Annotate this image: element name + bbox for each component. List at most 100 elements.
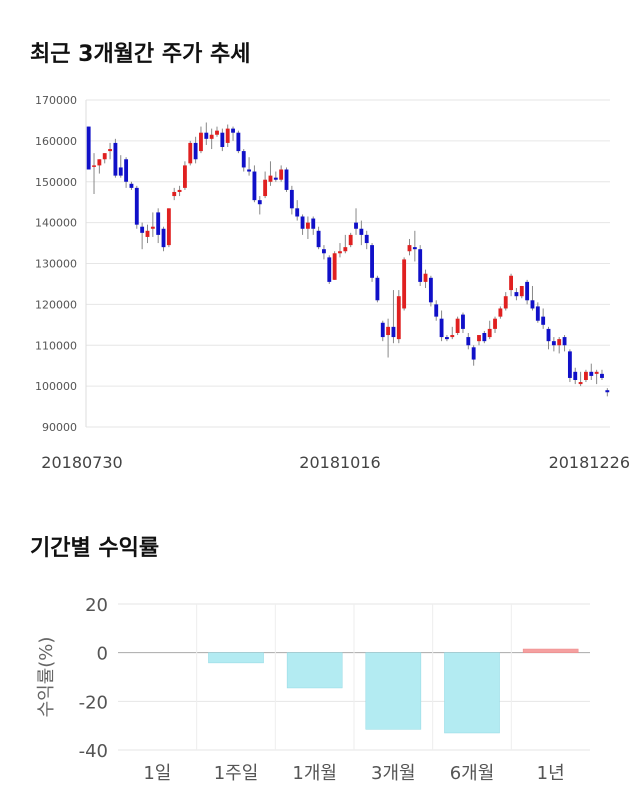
price-y-tick-label: 100000 (35, 380, 77, 393)
price-y-tick-label: 150000 (35, 176, 77, 189)
price-x-date-label: 20181226 (549, 453, 630, 472)
candle-up (584, 371, 588, 380)
candle-up (182, 165, 187, 188)
candle-down (161, 228, 166, 248)
candle-down (546, 328, 551, 342)
price-x-date-label: 20181016 (299, 453, 380, 472)
returns-category-label: 1주일 (214, 763, 259, 784)
candle-up (503, 296, 508, 309)
candle-up (305, 222, 310, 229)
candle-up (166, 208, 171, 246)
candle-up (477, 335, 481, 342)
candle-down (551, 341, 556, 346)
candle-down (525, 281, 530, 301)
returns-category-label: 1개월 (292, 763, 337, 784)
candle-up (509, 275, 514, 291)
returns-category-label: 3개월 (371, 763, 416, 784)
candle-down (380, 322, 385, 338)
candle-up (102, 153, 107, 160)
candle-down (600, 373, 604, 378)
candle-down (530, 300, 535, 309)
candle-down (359, 228, 364, 235)
candle-up (263, 179, 268, 197)
candle-down (412, 247, 417, 250)
returns-category-label: 1년 (537, 763, 565, 784)
period-returns-bar-chart: -40 -20 0 20 1일 1주일 1개월 3개월 6개월 1년 수익률(%) (36, 595, 590, 784)
candle-down (466, 337, 471, 346)
candle-up (225, 128, 230, 143)
candle-down (86, 126, 91, 170)
candle-down (257, 200, 262, 205)
returns-bar (286, 652, 343, 689)
candle-down (284, 169, 289, 190)
candle-up (108, 149, 112, 152)
price-y-tick-label: 170000 (35, 94, 77, 107)
candle-up (188, 142, 193, 164)
returns-y-tick-label: 0 (97, 644, 108, 665)
price-trend-title: 최근 3개월간 주가 추세 (30, 42, 251, 67)
candle-down (316, 230, 321, 248)
candle-down (541, 316, 546, 325)
candle-down (300, 216, 305, 229)
candle-down (434, 304, 439, 317)
candle-down (375, 277, 380, 301)
candle-up (594, 371, 599, 374)
price-y-tick-label: 110000 (35, 339, 77, 352)
candle-up (386, 326, 391, 336)
candle-down (562, 337, 567, 346)
candle-down (247, 169, 252, 172)
candle-down (124, 159, 129, 182)
candle-down (129, 183, 134, 188)
candle-up (343, 247, 348, 252)
candle-up (209, 134, 214, 139)
returns-bar (365, 652, 422, 730)
candle-up (578, 382, 583, 385)
price-x-date-label: 20180730 (41, 453, 122, 472)
price-candlestick-chart: 90000 100000 110000 120000 130000 140000 15000… (35, 94, 630, 472)
candle-down (535, 306, 540, 321)
candle-up (332, 253, 337, 280)
candle-down (252, 171, 257, 201)
candle-up (519, 285, 524, 297)
candle-up (279, 169, 284, 180)
candle-down (391, 326, 396, 338)
candle-up (423, 273, 428, 282)
candle-up (348, 234, 353, 246)
candle-down (236, 132, 241, 152)
candle-up (402, 259, 407, 309)
candle-up (215, 130, 219, 135)
period-returns-title: 기간별 수익률 (30, 536, 160, 561)
price-y-tick-label: 130000 (35, 258, 77, 271)
candle-up (450, 335, 455, 338)
returns-y-tick-label: 20 (85, 595, 108, 616)
returns-bar (208, 652, 264, 664)
candle-down (193, 142, 198, 160)
returns-y-axis-label: 수익률(%) (36, 637, 57, 718)
candle-down (605, 390, 610, 393)
candle-up (407, 245, 412, 252)
candle-up (498, 308, 503, 317)
candle-down (231, 128, 235, 133)
candle-down (354, 222, 358, 229)
candle-up (338, 251, 342, 254)
candle-down (322, 249, 326, 254)
candle-down (589, 371, 594, 376)
candle-down (140, 226, 145, 233)
candle-down (439, 318, 444, 338)
candle-down (220, 132, 225, 148)
candle-up (557, 339, 562, 346)
price-y-tick-label: 120000 (35, 298, 77, 311)
candle-up (172, 191, 177, 197)
candle-down (311, 218, 316, 229)
candle-down (471, 347, 476, 360)
returns-bar (522, 648, 579, 653)
candle-down (273, 177, 278, 180)
candle-up (92, 165, 96, 167)
candle-down (295, 208, 300, 217)
returns-y-tick-label: -20 (79, 692, 108, 713)
candle-up (268, 175, 273, 182)
returns-bar (444, 652, 500, 734)
candle-up (493, 318, 497, 329)
candle-down (241, 151, 246, 168)
candle-down (134, 187, 139, 225)
